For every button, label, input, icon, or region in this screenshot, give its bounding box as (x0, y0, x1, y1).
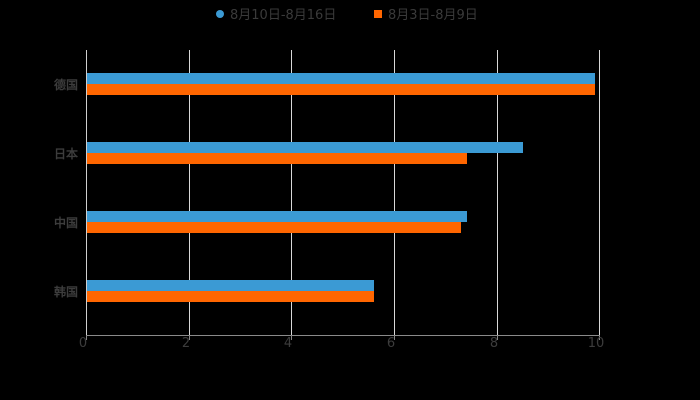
bar-series-2[interactable] (87, 84, 595, 95)
x-axis-line (86, 335, 600, 336)
gridline (599, 50, 600, 335)
bar-series-1[interactable] (87, 211, 467, 222)
x-tick (189, 335, 190, 340)
y-category-label: 德国 (53, 78, 78, 92)
bar-series-1[interactable] (87, 73, 595, 84)
bar-series-2[interactable] (87, 291, 374, 302)
x-tick-label: 8 (489, 336, 499, 351)
bar-series-1[interactable] (87, 142, 523, 153)
y-category-label: 中国 (53, 216, 78, 230)
x-tick (394, 335, 395, 340)
gridline (394, 50, 395, 335)
x-tick-label: 4 (283, 336, 293, 351)
x-tick-label: 10 (587, 336, 605, 351)
x-tick (599, 335, 600, 340)
legend: 8月10日-8月16日 8月3日-8月9日 (0, 4, 700, 23)
legend-label: 8月10日-8月16日 (230, 8, 337, 23)
square-marker-icon (374, 9, 382, 18)
x-tick-label: 0 (78, 336, 88, 351)
y-category-label: 日本 (53, 147, 78, 161)
bar-series-1[interactable] (87, 280, 374, 291)
gridline (291, 50, 292, 335)
x-tick (291, 335, 292, 340)
circle-marker-icon (216, 9, 224, 18)
bar-series-2[interactable] (87, 222, 461, 233)
gridline (189, 50, 190, 335)
gridline (497, 50, 498, 335)
x-tick (86, 335, 87, 340)
x-tick (497, 335, 498, 340)
bar-series-2[interactable] (87, 153, 467, 164)
legend-item-series-2[interactable]: 8月3日-8月9日 (374, 4, 478, 23)
x-tick-label: 6 (386, 336, 396, 351)
legend-item-series-1[interactable]: 8月10日-8月16日 (216, 4, 336, 23)
y-category-label: 韩国 (53, 285, 78, 299)
x-tick-label: 2 (181, 336, 191, 351)
legend-label: 8月3日-8月9日 (388, 8, 478, 23)
y-axis-line (86, 50, 87, 335)
